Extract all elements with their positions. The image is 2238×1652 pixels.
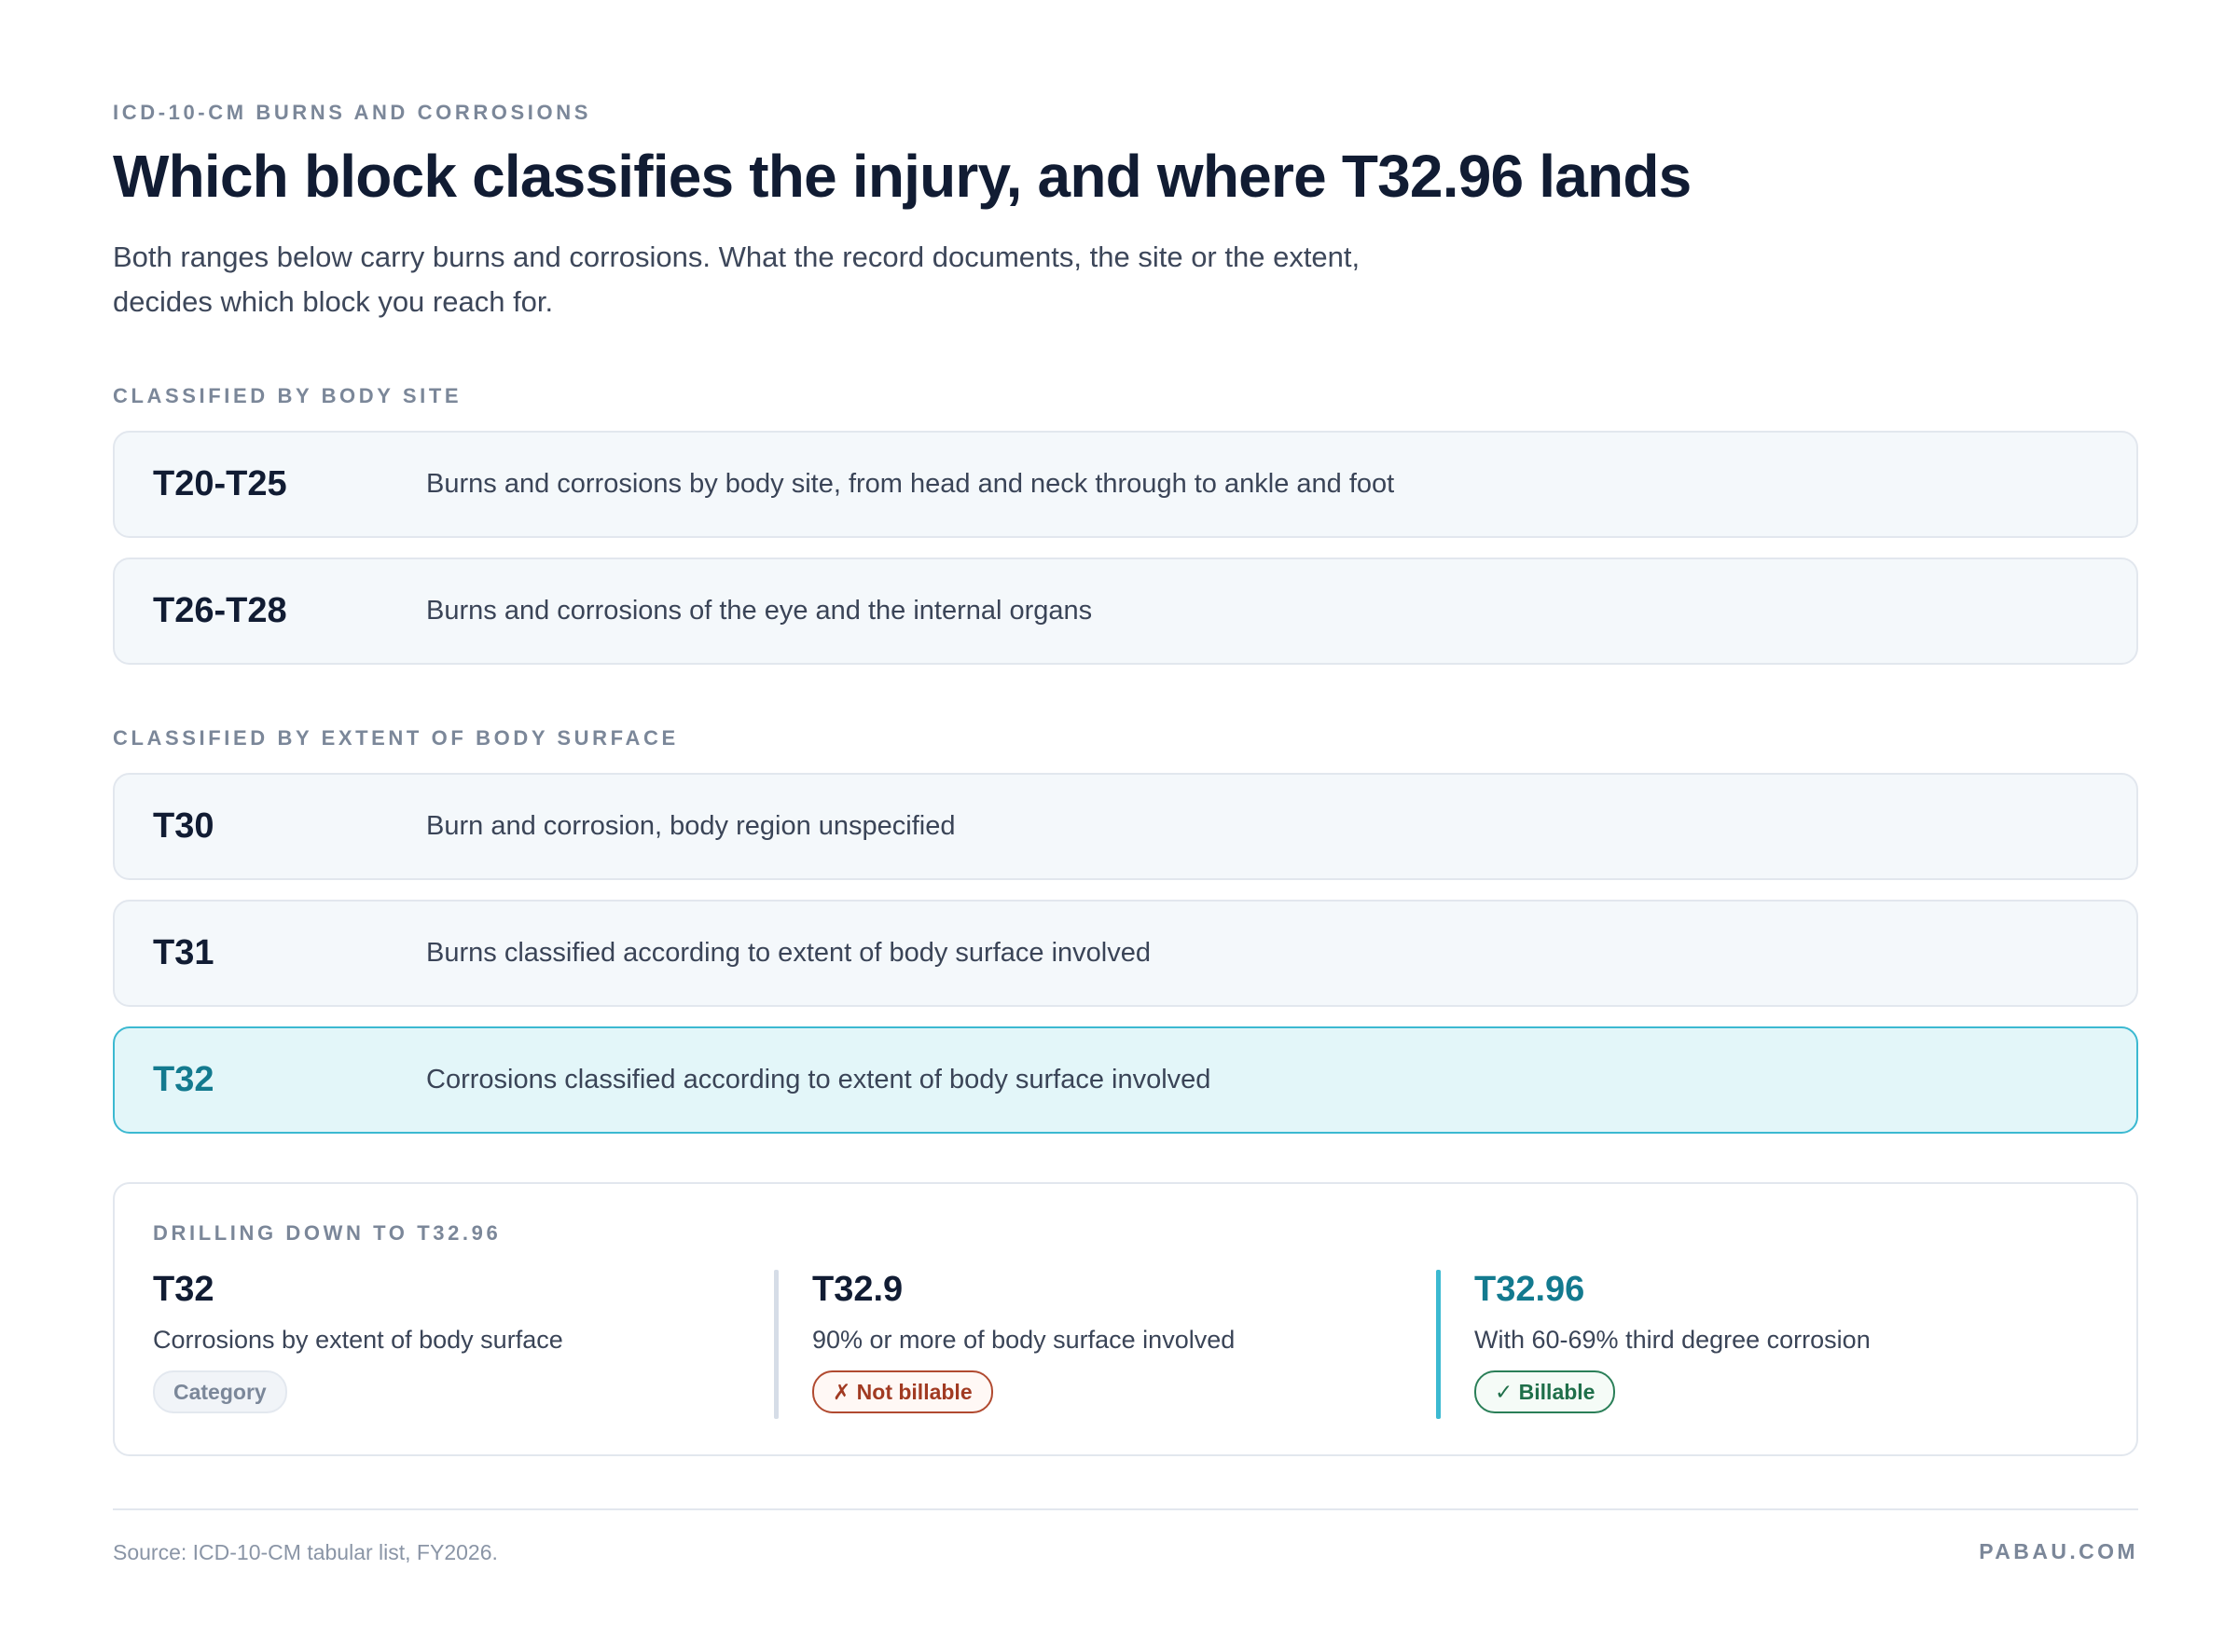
drill-down-panel: DRILLING DOWN TO T32.96 T32 Corrosions b… <box>113 1182 2138 1456</box>
block-code: T31 <box>153 933 214 972</box>
step-code: T32.9 <box>812 1270 904 1309</box>
page-subtitle: Both ranges below carry burns and corros… <box>113 241 1361 318</box>
drill-down-label: DRILLING DOWN TO T32.96 <box>153 1221 502 1245</box>
page-title: Which block classifies the injury, and w… <box>113 143 1692 210</box>
block-description: Burns and corrosions by body site, from … <box>426 469 1395 499</box>
block-description: Burn and corrosion, body region unspecif… <box>426 811 956 841</box>
step-description: Corrosions by extent of body surface <box>153 1326 563 1354</box>
step-code: T32.96 <box>1474 1270 1585 1309</box>
category-badge: Category <box>153 1370 287 1413</box>
block-row-t26-t28: T26-T28 Burns and corrosions of the eye … <box>113 558 2138 665</box>
drill-step-final-code: T32.96 With 60-69% third degree corrosio… <box>1436 1270 2089 1419</box>
block-code: T20-T25 <box>153 464 287 503</box>
eyebrow: ICD-10-CM BURNS AND CORROSIONS <box>113 101 591 124</box>
step-description: With 60-69% third degree corrosion <box>1474 1326 1871 1354</box>
not-billable-badge: ✗ Not billable <box>812 1370 993 1413</box>
block-row-t30: T30 Burn and corrosion, body region unsp… <box>113 773 2138 880</box>
step-description: 90% or more of body surface involved <box>812 1326 1236 1354</box>
section-label-body-site: CLASSIFIED BY BODY SITE <box>113 384 463 407</box>
block-row-t32-highlighted: T32 Corrosions classified according to e… <box>113 1026 2138 1134</box>
section-label-extent: CLASSIFIED BY EXTENT OF BODY SURFACE <box>113 726 679 750</box>
block-description: Burns classified according to extent of … <box>426 938 1151 968</box>
block-description: Burns and corrosions of the eye and the … <box>426 596 1093 626</box>
source-note: Source: ICD-10-CM tabular list, FY2026. <box>113 1540 498 1564</box>
step-code: T32 <box>153 1270 214 1309</box>
step-divider <box>774 1270 779 1419</box>
step-divider-accent <box>1436 1270 1441 1419</box>
block-row-t31: T31 Burns classified according to extent… <box>113 900 2138 1007</box>
block-code: T30 <box>153 806 214 846</box>
block-row-t20-t25: T20-T25 Burns and corrosions by body sit… <box>113 431 2138 538</box>
footer-divider <box>113 1508 2138 1510</box>
block-code: T26-T28 <box>153 591 287 630</box>
drill-step-subcategory: T32.9 90% or more of body surface involv… <box>774 1270 1389 1419</box>
block-code: T32 <box>153 1060 214 1099</box>
billable-badge: ✓ Billable <box>1474 1370 1616 1413</box>
block-description: Corrosions classified according to exten… <box>426 1065 1211 1094</box>
brand-wordmark: PABAU.COM <box>1979 1539 2138 1563</box>
